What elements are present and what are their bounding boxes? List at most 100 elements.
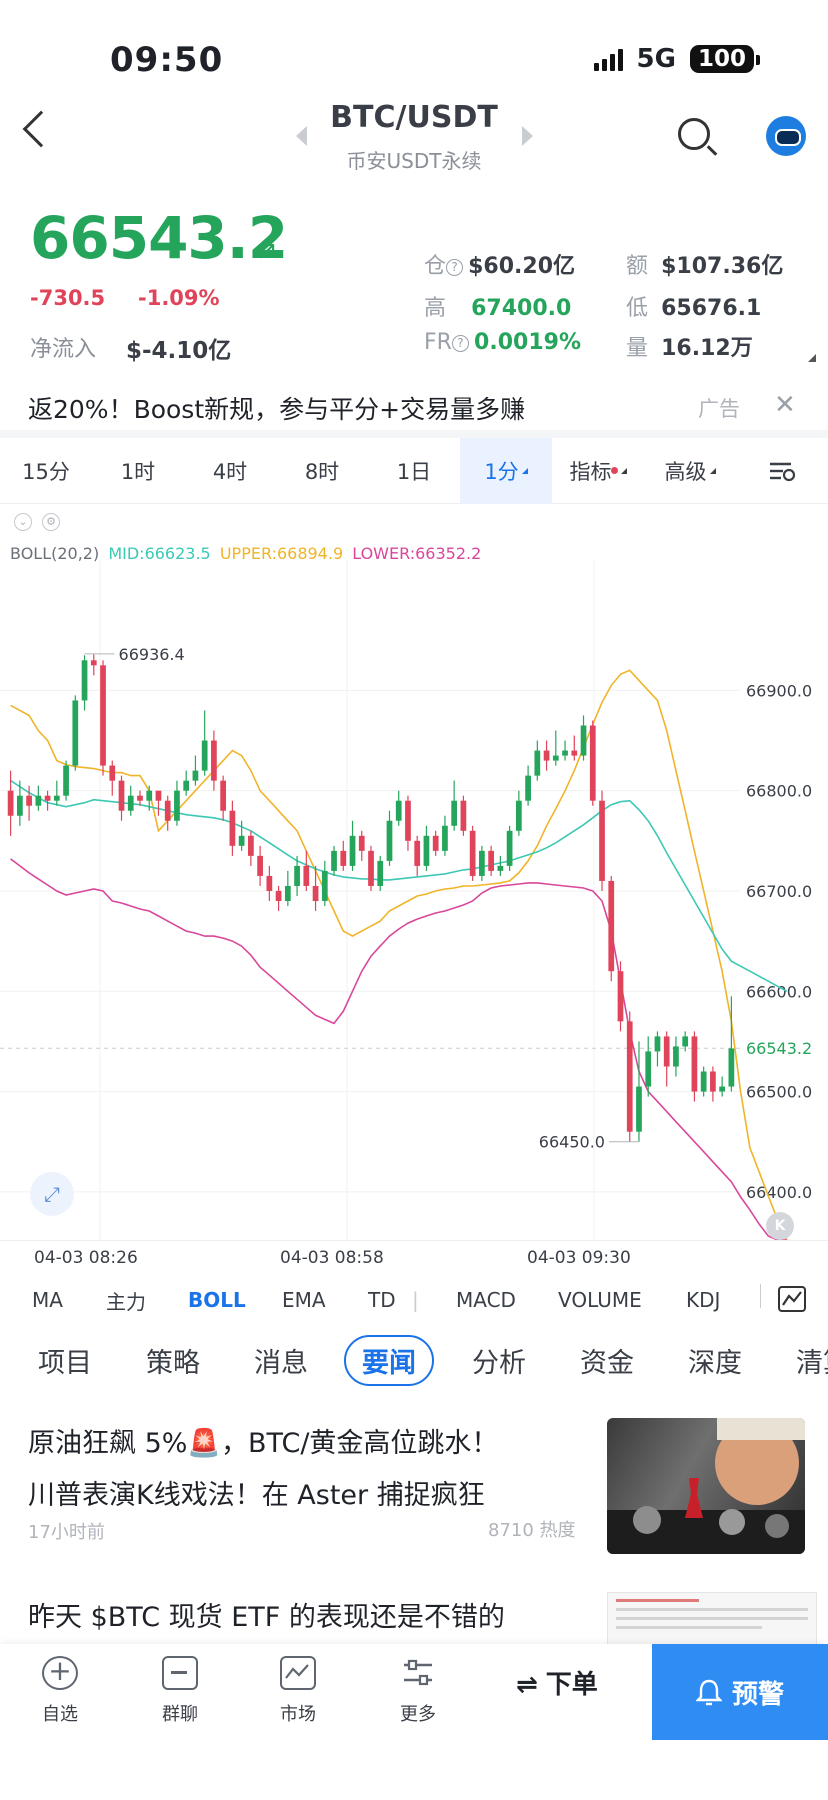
tab-8h[interactable]: 8时 — [304, 459, 340, 484]
candle — [358, 835, 365, 851]
nav-more-label: 更多 — [400, 1704, 436, 1725]
candle — [146, 790, 153, 801]
candle — [26, 795, 32, 806]
candle — [312, 885, 319, 902]
candle — [506, 830, 513, 866]
candle — [35, 795, 42, 806]
nav-group-chat[interactable]: 群聊 — [140, 1656, 220, 1726]
stat-qty-label: 量 — [626, 336, 649, 361]
stat-low-label: 低 — [626, 296, 649, 321]
fullscreen-icon[interactable]: ⤢ — [30, 1172, 74, 1216]
candle — [229, 810, 236, 846]
candle — [728, 1048, 735, 1087]
stat-volume-usd-label: 额 — [626, 254, 649, 279]
nav-group-chat-label: 群聊 — [162, 1704, 198, 1725]
x-axis-label: 04-03 09:30 — [527, 1248, 631, 1268]
candle — [377, 860, 384, 886]
candle — [617, 971, 624, 1022]
divider — [760, 1284, 761, 1308]
stat-oi-value: $60.20亿 — [468, 254, 576, 279]
tab-liquidation[interactable]: 清算 — [796, 1347, 828, 1379]
indicator-ema[interactable]: EMA — [282, 1288, 326, 1312]
tab-1d[interactable]: 1日 — [396, 459, 432, 484]
settings-icon[interactable]: ⚙ — [42, 513, 60, 531]
candle — [589, 725, 596, 801]
previous-pair-arrow-icon[interactable] — [296, 126, 307, 146]
indicator-td[interactable]: TD — [368, 1288, 396, 1312]
chart-settings-icon[interactable] — [736, 438, 828, 504]
candle — [211, 740, 217, 781]
nav-more[interactable]: 更多 — [378, 1656, 458, 1726]
stat-funding-rate[interactable]: FR? 0.0019% — [424, 330, 581, 355]
ad-label: 广告 — [698, 397, 740, 421]
price-change-pct: -1.09% — [138, 286, 220, 310]
indicator-main-force[interactable]: 主力 — [106, 1289, 146, 1314]
news-title-line: 昨天 $BTC 现货 ETF 的表现还是不错的 — [28, 1602, 505, 1633]
tab-analysis[interactable]: 分析 — [472, 1347, 526, 1379]
nav-watchlist[interactable]: + 自选 — [20, 1654, 100, 1726]
pair-title[interactable]: BTC/USDT — [330, 100, 498, 135]
close-icon[interactable]: ✕ — [774, 390, 796, 420]
tab-1m[interactable]: 1分 — [460, 437, 552, 504]
tab-headlines[interactable]: 要闻 — [344, 1334, 434, 1386]
indicator-boll[interactable]: BOLL — [188, 1288, 246, 1312]
indicator-macd[interactable]: MACD — [456, 1288, 516, 1312]
indicator-kdj[interactable]: KDJ — [686, 1288, 721, 1312]
jump-latest-icon[interactable]: K — [766, 1212, 794, 1240]
order-button[interactable]: ⇌ 下单 — [516, 1664, 598, 1701]
news-item[interactable]: 昨天 $BTC 现货 ETF 的表现还是不错的 — [28, 1592, 588, 1644]
collapse-icon[interactable]: ⌄ — [14, 513, 32, 531]
candle — [599, 800, 605, 881]
candle — [294, 865, 300, 886]
candle — [515, 800, 522, 831]
indicator-ma[interactable]: MA — [32, 1288, 63, 1312]
tab-4h[interactable]: 4时 — [212, 459, 248, 484]
tab-depth[interactable]: 深度 — [688, 1347, 742, 1379]
tab-strategy[interactable]: 策略 — [146, 1347, 200, 1379]
news-title-line: 川普表演K线戏法！在 Aster 捕捉疯狂 — [28, 1480, 485, 1511]
news-item[interactable]: 原油狂飙 5%🚨，BTC/黄金高位跳水！ 川普表演K线戏法！在 Aster 捕捉… — [28, 1418, 588, 1522]
candle — [691, 1036, 698, 1092]
candle — [562, 750, 568, 756]
candle — [442, 825, 448, 851]
candle — [257, 855, 263, 876]
search-icon[interactable] — [678, 118, 710, 150]
assistant-bot-icon[interactable] — [766, 116, 806, 156]
tab-messages[interactable]: 消息 — [254, 1347, 308, 1379]
add-watchlist-icon: + — [42, 1654, 78, 1690]
help-icon[interactable]: ? — [451, 335, 469, 352]
stat-volume-usd: 额 $107.36亿 — [626, 248, 783, 280]
news-thumbnail[interactable] — [607, 1592, 817, 1652]
tab-15m[interactable]: 15分 — [22, 459, 70, 484]
candle — [72, 700, 79, 766]
nav-market[interactable]: 市场 — [258, 1656, 338, 1726]
tab-1h[interactable]: 1时 — [120, 459, 156, 484]
tab-advanced[interactable]: 高级 — [644, 438, 736, 504]
candle — [303, 865, 310, 886]
help-icon[interactable]: ? — [446, 259, 464, 276]
candle — [7, 790, 14, 816]
last-price: 66543.2 — [30, 204, 288, 272]
ad-banner-text[interactable]: 返20%！Boost新规，参与平分+交易量多赚 — [28, 395, 526, 424]
alert-button[interactable]: 预警 — [652, 1644, 828, 1740]
stat-oi[interactable]: 仓? $60.20亿 — [424, 248, 575, 280]
tab-funds[interactable]: 资金 — [580, 1347, 634, 1379]
network-type: 5G — [636, 44, 676, 74]
dropdown-caret-icon — [620, 467, 627, 474]
expand-stats-icon[interactable] — [808, 354, 816, 362]
next-pair-arrow-icon[interactable] — [522, 126, 533, 146]
candle — [266, 875, 273, 891]
candle — [497, 865, 504, 871]
candle — [479, 850, 485, 876]
tab-projects[interactable]: 项目 — [38, 1347, 92, 1379]
drawing-tool-icon[interactable] — [778, 1286, 806, 1312]
indicator-volume[interactable]: VOLUME — [558, 1288, 642, 1312]
candle — [654, 1036, 661, 1052]
news-thumbnail[interactable] — [607, 1418, 805, 1554]
last-price-tag: 66543.2 — [746, 1039, 812, 1058]
chart-tools: ⌄ ⚙ — [14, 513, 60, 531]
price-chart[interactable]: 66900.0 66800.0 66700.0 66600.0 66500.0 66400… — [0, 560, 828, 1240]
tab-indicators[interactable]: 指标 — [552, 438, 644, 504]
dropdown-caret-icon — [521, 467, 528, 474]
netflow-value: $-4.10亿 — [126, 338, 232, 364]
